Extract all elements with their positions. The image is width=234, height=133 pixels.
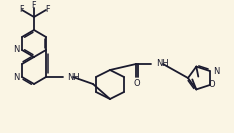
Text: F: F (45, 5, 49, 14)
Text: F: F (19, 5, 23, 14)
Text: F: F (32, 1, 36, 11)
Text: N: N (13, 72, 19, 82)
Text: O: O (134, 78, 140, 88)
Text: O: O (208, 80, 215, 89)
Text: N: N (13, 45, 19, 55)
Text: NH: NH (156, 59, 169, 68)
Text: NH: NH (67, 72, 80, 82)
Text: N: N (213, 67, 219, 76)
